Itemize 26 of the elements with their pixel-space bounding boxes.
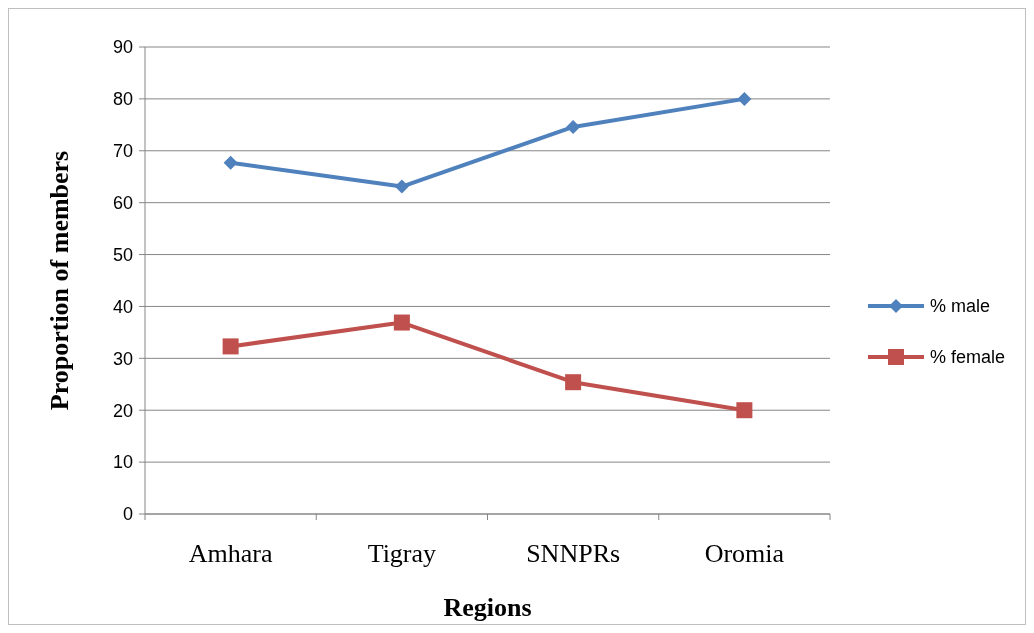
y-tick-label: 70 [112,141,133,162]
point [737,91,752,106]
y-tick-label: 60 [112,192,133,213]
legend-label: % female [930,347,1006,368]
y-tick-label: 0 [122,504,133,525]
point [565,374,582,391]
y-tick-label: 80 [112,89,133,110]
legend-label: % male [930,296,991,317]
y-tick-label: 30 [112,348,133,369]
x-axis-title: Regions [443,593,532,622]
point [394,179,409,194]
point [393,314,410,331]
x-tick-label: Amhara [188,539,273,568]
point [223,155,238,170]
y-tick-label: 10 [112,452,133,473]
x-tick-label: Tigray [367,539,437,568]
y-tick-label: 90 [112,37,133,58]
y-tick-label: 50 [112,244,133,265]
y-tick-label: 20 [112,400,133,421]
y-tick-label: 40 [112,296,133,317]
x-tick-label: Oromia [704,539,785,568]
point [566,119,581,134]
x-tick-label: SNNPRs [526,539,621,568]
y-axis-title: Proportion of members [45,150,74,411]
point [222,338,239,355]
point [736,402,753,419]
